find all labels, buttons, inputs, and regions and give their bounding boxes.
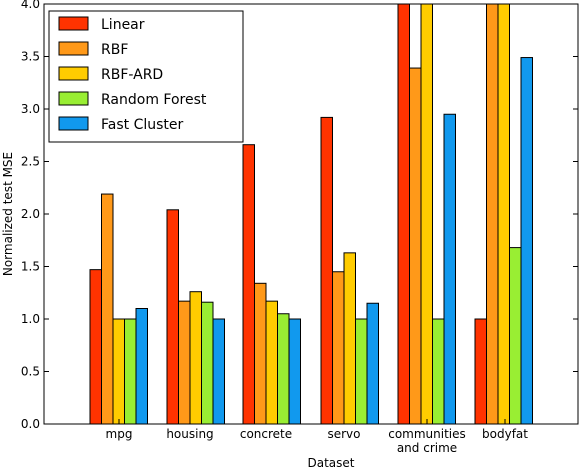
legend-label: Linear: [101, 17, 145, 33]
bar-rbf-ard-2: [265, 300, 278, 425]
bar-random-forest-5: [509, 247, 522, 425]
plot-frame: [43, 3, 579, 425]
bar-random-forest-4: [432, 318, 445, 425]
y-axis-ticks: 0.0 0.5 1.0 1.5 2.0 2.5 3.0 3.5 4.0: [21, 0, 578, 431]
bar-fast-cluster-5: [520, 57, 533, 425]
bar-linear-1: [166, 209, 179, 425]
bar-rbf-4: [409, 67, 422, 425]
x-axis-label: Dataset: [308, 456, 355, 470]
x-tick-label: bodyfat: [482, 427, 528, 441]
y-tick-label: 0.5: [21, 365, 40, 379]
legend-label: RBF: [101, 42, 128, 58]
bar-fast-cluster-3: [366, 302, 379, 425]
bar-fast-cluster-1: [212, 318, 225, 425]
y-tick-label: 4.0: [21, 0, 40, 11]
legend-label: Fast Cluster: [101, 117, 184, 133]
bar-linear-2: [242, 144, 255, 425]
y-tick-label: 2.5: [21, 155, 40, 169]
x-axis-ticks: mpg housing concrete servo communities and cr…: [106, 419, 528, 455]
bar-rbf-3: [332, 271, 345, 425]
x-tick-label: housing: [166, 427, 213, 441]
legend: Linear RBF RBF-ARD Random Forest Fast Cluste…: [48, 10, 244, 143]
legend-swatch-rbf-ard: [58, 66, 89, 81]
y-tick-label: 1.5: [21, 260, 40, 274]
y-tick-label: 0.0: [21, 417, 40, 431]
legend-label: RBF-ARD: [101, 67, 163, 83]
legend-swatch-linear: [58, 16, 89, 31]
bar-fast-cluster-0: [135, 308, 148, 425]
bar-random-forest-0: [124, 318, 137, 425]
bar-rbf-ard-5: [497, 3, 510, 425]
bar-rbf-1: [178, 300, 191, 425]
x-tick-label: mpg: [106, 427, 133, 441]
legend-swatch-rbf: [58, 41, 89, 56]
bar-linear-4: [397, 3, 410, 425]
y-tick-label: 3.0: [21, 102, 40, 116]
bar-linear-0: [89, 269, 102, 425]
bar-rbf-ard-1: [189, 291, 202, 425]
x-tick-label: communities and crime: [388, 427, 466, 455]
bar-random-forest-3: [355, 318, 368, 425]
bar-rbf-5: [486, 3, 499, 425]
y-axis-label: Normalized test MSE: [1, 152, 15, 276]
legend-label: Random Forest: [101, 92, 207, 108]
bar-rbf-2: [254, 282, 267, 425]
y-tick-label: 3.5: [21, 50, 40, 64]
bars-layer: [89, 3, 533, 425]
bar-random-forest-1: [201, 301, 214, 425]
bar-fast-cluster-2: [288, 318, 301, 425]
bar-random-forest-2: [277, 313, 290, 425]
y-tick-label: 1.0: [21, 312, 40, 326]
bar-fast-cluster-4: [443, 113, 456, 425]
x-tick-label: concrete: [240, 427, 292, 441]
bar-rbf-0: [101, 193, 114, 425]
bar-linear-5: [474, 318, 487, 425]
bar-rbf-ard-3: [343, 252, 356, 425]
legend-swatch-fast-cluster: [58, 116, 89, 131]
bar-linear-3: [320, 116, 333, 425]
legend-swatch-random-forest: [58, 91, 89, 106]
bar-rbf-ard-4: [420, 3, 433, 425]
bar-rbf-ard-0: [112, 318, 125, 425]
y-tick-label: 2.0: [21, 207, 40, 221]
x-tick-label: servo: [327, 427, 360, 441]
